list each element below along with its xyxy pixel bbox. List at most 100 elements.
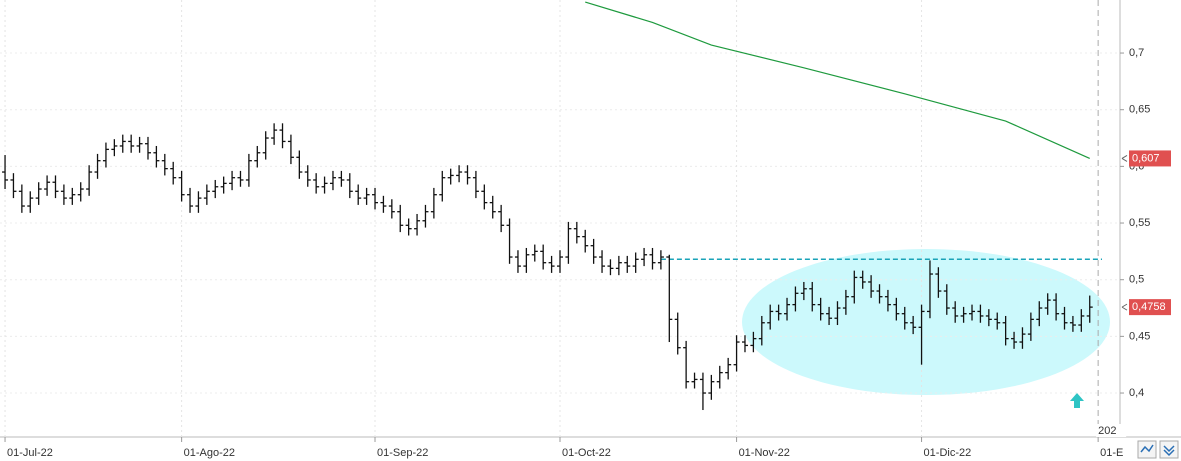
price-label-box: [1129, 150, 1171, 167]
ohlc-bar: [784, 297, 791, 321]
price-label-box: [1129, 299, 1171, 316]
ohlc-bar: [77, 182, 84, 202]
ohlc-bar: [430, 187, 437, 219]
ohlc-bar: [935, 267, 942, 298]
ohlc-bar: [952, 301, 959, 323]
ohlc-bar: [472, 170, 479, 199]
ohlc-bar: [44, 175, 51, 196]
ohlc-bar: [363, 187, 370, 205]
ohlc-bar: [304, 165, 311, 187]
ohlc-bar: [422, 204, 429, 228]
y-tick-label: 0,65: [1129, 104, 1150, 116]
ohlc-bar: [456, 165, 463, 183]
x-tick-label: 01-Sep-22: [377, 447, 428, 459]
ohlc-bar: [531, 244, 538, 262]
scroll-icon: [1163, 445, 1175, 457]
highlight-ellipse: [742, 249, 1110, 395]
ohlc-bar: [826, 306, 833, 326]
ohlc-bar: [439, 170, 446, 202]
ohlc-bar: [985, 309, 992, 327]
ohlc-bar: [111, 139, 118, 157]
ohlc-bar: [119, 134, 126, 153]
ohlc-bar: [86, 165, 93, 196]
ohlc-bar: [195, 191, 202, 213]
ohlc-bar: [893, 297, 900, 321]
ohlc-bar: [750, 331, 757, 353]
ohlc-bar: [758, 315, 765, 346]
ohlc-bar: [565, 221, 572, 264]
ohlc-bar: [868, 275, 875, 298]
ohlc-bar: [94, 153, 101, 179]
ohlc-bar: [733, 335, 740, 372]
ohlc-bar: [1002, 315, 1009, 346]
ohlc-bar: [573, 221, 580, 244]
ohlc-bar: [1036, 301, 1043, 327]
x-tick-label: 01-Oct-22: [562, 447, 611, 459]
ohlc-bar: [1053, 293, 1060, 321]
ohlc-bar: [674, 312, 681, 355]
ohlc-bar: [657, 250, 664, 270]
ohlc-bar: [27, 191, 34, 213]
ohlc-bar: [35, 182, 42, 205]
ohlc-bar: [792, 286, 799, 312]
ohlc-bar: [910, 315, 917, 335]
ohlc-bar: [548, 255, 555, 273]
price-label-pointer: [1121, 303, 1128, 311]
ohlc-bar: [859, 270, 866, 289]
zoom-icon: [1140, 444, 1154, 453]
ohlc-bar: [817, 297, 824, 321]
ohlc-bar: [52, 175, 59, 199]
ohlc-bar: [926, 260, 933, 319]
ohlc-bar: [775, 304, 782, 321]
ohlc-bar: [279, 123, 286, 149]
ohlc-bar: [481, 184, 488, 210]
ohlc-bar: [187, 187, 194, 213]
price-label: 0,4758: [1132, 301, 1166, 313]
y-tick-label: 0,45: [1129, 330, 1150, 342]
ohlc-bar: [1011, 331, 1018, 349]
ohlc-bar: [489, 195, 496, 219]
ohlc-bar: [355, 184, 362, 205]
ohlc-bar: [741, 335, 748, 353]
plot-area: [0, 0, 1120, 437]
ohlc-bar: [69, 187, 76, 205]
ohlc-bar: [313, 173, 320, 194]
ohlc-bar: [136, 136, 143, 153]
ohlc-bar: [969, 304, 976, 321]
ohlc-bar: [624, 255, 631, 273]
ohlc-bar: [901, 306, 908, 330]
ohlc-bar: [523, 247, 530, 273]
ohlc-bar: [178, 170, 185, 202]
ohlc-bar: [842, 289, 849, 315]
ohlc-bar: [346, 173, 353, 199]
ohlc-bar: [144, 136, 151, 160]
ohlc-bar: [683, 340, 690, 389]
ohlc-bar: [514, 250, 521, 273]
ohlc-bar: [388, 199, 395, 219]
ohlc-bar: [582, 229, 589, 253]
y-tick-label: 0,4: [1129, 387, 1144, 399]
ohlc-bar: [557, 250, 563, 273]
year-label: 202: [1098, 425, 1116, 437]
ohlc-bar: [876, 284, 883, 304]
ohlc-bar: [641, 247, 648, 267]
ohlc-bar: [329, 170, 336, 191]
ohlc-bar: [725, 357, 732, 380]
ohlc-bar: [254, 145, 261, 168]
ohlc-bar: [18, 184, 25, 213]
ohlc-bar: [994, 312, 1001, 330]
ohlc-bar: [666, 254, 673, 343]
ohlc-bar: [262, 131, 269, 160]
ohlc-bar: [237, 170, 244, 187]
ohlc-bar: [212, 179, 219, 199]
ohlc-bar: [60, 184, 67, 205]
ohlc-bar: [153, 145, 160, 168]
x-tick-label: 01-Jul-22: [7, 447, 53, 459]
ohlc-bar: [977, 304, 984, 323]
scroll-button[interactable]: [1159, 440, 1179, 459]
y-tick-label: 0,55: [1129, 217, 1150, 229]
ohlc-bar: [699, 372, 706, 411]
